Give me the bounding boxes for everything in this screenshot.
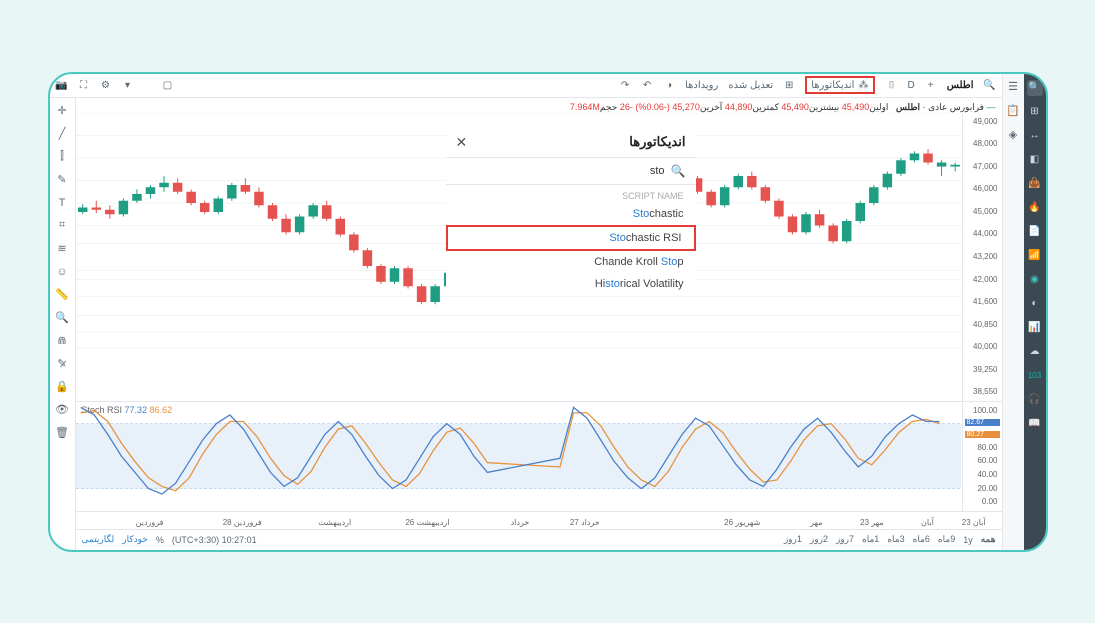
modal-search[interactable]: 🔍 xyxy=(446,158,696,185)
ruler-icon[interactable]: 📏 xyxy=(55,288,69,302)
adjusted-button[interactable]: تعدیل شده xyxy=(728,80,773,91)
rail-bag-icon[interactable]: 👜 xyxy=(1027,176,1043,192)
drawing-tools: ✛ ╱ ⫿ ✎ T ⌗ ≋ ☺ 📏 🔍 ⋒ ✎̷ 🔒 👁 🗑 xyxy=(50,98,76,550)
rail-signal-icon[interactable]: 📶 xyxy=(1027,248,1043,264)
rail-paper-icon[interactable]: 📄 xyxy=(1027,224,1043,240)
fullscreen-icon[interactable]: ⛶ xyxy=(78,79,90,91)
indicator-item[interactable]: Stochastic xyxy=(446,203,696,225)
indicator-item[interactable]: Chande Kroll Stop xyxy=(446,251,696,273)
fib-icon[interactable]: ⫿ xyxy=(55,150,69,164)
range-3ماه[interactable]: 3ماه xyxy=(887,534,904,545)
candle-icon[interactable]: ⌷ xyxy=(885,79,897,91)
symbol-name[interactable]: اطلس xyxy=(947,80,974,91)
app-rail: 🔍 ⊞ ↔ ◧ 👜 🔥 📄 📶 ◉ ◐ 📊 ☁ 103 🎧 📖 xyxy=(1024,74,1046,550)
text-icon[interactable]: T xyxy=(55,196,69,210)
rail-cloud-icon[interactable]: ☁ xyxy=(1027,344,1043,360)
events-button[interactable]: رویدادها xyxy=(685,80,718,91)
indicator-item[interactable]: Stochastic RSI xyxy=(446,225,696,251)
camera-icon[interactable]: 📷 xyxy=(56,79,68,91)
search-icon[interactable]: 🔍 xyxy=(984,79,996,91)
rail-chart-icon[interactable]: ◧ xyxy=(1027,152,1043,168)
range-buttons: همه 1y 9ماه 6ماه 3ماه 1ماه 7روز 2روز 1روز xyxy=(784,534,996,545)
smile-icon[interactable]: ☺ xyxy=(55,265,69,279)
undo-icon[interactable]: ↶ xyxy=(641,79,653,91)
panel-tabs: ☰ 📋 ◈ xyxy=(1002,74,1024,550)
panel-notes-icon[interactable]: 📋 xyxy=(1006,104,1020,118)
app-frame: 📷 ⛶ ⚙ ▾ ▢ ↷ ↶ ◑ رویدادها تعدیل شده ⊞ اند… xyxy=(48,72,1048,552)
topbar: 📷 ⛶ ⚙ ▾ ▢ ↷ ↶ ◑ رویدادها تعدیل شده ⊞ اند… xyxy=(50,74,1002,98)
search-input-icon: 🔍 xyxy=(671,164,686,178)
log-button[interactable]: لگاریتمی xyxy=(82,534,115,545)
stoch-panel[interactable]: Stoch RSI 77.32 86.62 100.0082.6780.2780… xyxy=(76,402,1002,512)
timezone[interactable]: (UTC+3:30) 10:27:01 xyxy=(172,535,257,545)
range-9ماه[interactable]: 9ماه xyxy=(938,534,955,545)
pct-button[interactable]: % xyxy=(156,535,164,545)
modal-title: اندیکاتورها xyxy=(629,134,685,150)
range-1روز[interactable]: 1روز xyxy=(784,534,802,545)
rail-fire-icon[interactable]: 🔥 xyxy=(1027,200,1043,216)
redo-icon[interactable]: ↷ xyxy=(619,79,631,91)
rail-phone-icon[interactable]: ◐ xyxy=(1027,296,1043,312)
modal-list: StochasticStochastic RSIChande Kroll Sto… xyxy=(446,203,696,295)
panel-list-icon[interactable]: ☰ xyxy=(1006,80,1020,94)
interval-button[interactable]: D xyxy=(907,80,914,91)
indicators-modal: ✕ اندیکاتورها 🔍 SCRIPT NAME StochasticSt… xyxy=(446,128,696,295)
pattern-icon[interactable]: ⌗ xyxy=(55,219,69,233)
brush-icon[interactable]: ✎ xyxy=(55,173,69,187)
grid-icon[interactable]: ⊞ xyxy=(783,79,795,91)
trash-icon[interactable]: 🗑 xyxy=(55,426,69,440)
range-2روز[interactable]: 2روز xyxy=(810,534,828,545)
rail-book-icon[interactable]: 📖 xyxy=(1027,416,1043,432)
crosshair-icon[interactable]: ✛ xyxy=(55,104,69,118)
topbar-right: ↷ ↶ ◑ رویدادها تعدیل شده ⊞ اندیکاتورها ⁂… xyxy=(619,76,995,94)
topbar-left: 📷 ⛶ ⚙ ▾ ▢ xyxy=(56,79,174,91)
time-axis: فروردین28 فروردیناردیبهشت26 اردیبهشتخردا… xyxy=(76,512,1002,530)
symbol-info: — فرابورس عادی · اطلس اولین45,490 بیشتری… xyxy=(76,98,1002,113)
panel-layers-icon[interactable]: ◈ xyxy=(1006,128,1020,142)
rail-grid-icon[interactable]: ⊞ xyxy=(1027,104,1043,120)
range-6ماه[interactable]: 6ماه xyxy=(913,534,930,545)
range-1y[interactable]: 1y xyxy=(963,535,973,545)
settings-icon[interactable]: ⚙ xyxy=(100,79,112,91)
range-7روز[interactable]: 7روز xyxy=(836,534,854,545)
bottombar: لگاریتمی خودکار % (UTC+3:30) 10:27:01 هم… xyxy=(76,530,1002,550)
indicator-item[interactable]: Historical Volatility xyxy=(446,273,696,295)
chart-area: ✛ ╱ ⫿ ✎ T ⌗ ≋ ☺ 📏 🔍 ⋒ ✎̷ 🔒 👁 🗑 — xyxy=(50,98,1002,550)
main-panel: 📷 ⛶ ⚙ ▾ ▢ ↷ ↶ ◑ رویدادها تعدیل شده ⊞ اند… xyxy=(50,74,1002,550)
range-1ماه[interactable]: 1ماه xyxy=(862,534,879,545)
rail-badge[interactable]: 103 xyxy=(1027,368,1043,384)
script-section-label: SCRIPT NAME xyxy=(446,185,696,203)
close-icon[interactable]: ✕ xyxy=(456,134,468,151)
auto-button[interactable]: خودکار xyxy=(122,534,148,545)
rail-tune-icon[interactable]: ◉ xyxy=(1027,272,1043,288)
zoom-icon[interactable]: 🔍 xyxy=(55,311,69,325)
indicators-button[interactable]: اندیکاتورها ⁂ xyxy=(805,76,875,94)
plus-icon[interactable]: + xyxy=(925,79,937,91)
search-input[interactable] xyxy=(605,165,665,177)
rail-help-icon[interactable]: 🎧 xyxy=(1027,392,1043,408)
rail-compare-icon[interactable]: ↔ xyxy=(1027,128,1043,144)
dropdown-icon[interactable]: ▾ xyxy=(122,79,134,91)
eye-icon[interactable]: 👁 xyxy=(55,403,69,417)
rail-search-icon[interactable]: 🔍 xyxy=(1027,80,1043,96)
help-icon[interactable]: ◑ xyxy=(663,79,675,91)
trend-icon[interactable]: ╱ xyxy=(55,127,69,141)
charts: — فرابورس عادی · اطلس اولین45,490 بیشتری… xyxy=(76,98,1002,550)
prediction-icon[interactable]: ≋ xyxy=(55,242,69,256)
lock-icon[interactable]: 🔒 xyxy=(55,380,69,394)
stoch-axis: 100.0082.6780.2780.0060.0040.0020.000.00 xyxy=(962,402,1002,511)
indicators-icon: ⁂ xyxy=(857,79,869,91)
rail-bar-icon[interactable]: 📊 xyxy=(1027,320,1043,336)
price-axis: 49,00048,00047,00046,00045,00044,00043,2… xyxy=(962,113,1002,401)
hide-icon[interactable]: ✎̷ xyxy=(55,357,69,371)
stoch-canvas xyxy=(76,402,962,510)
range-همه[interactable]: همه xyxy=(981,534,996,545)
magnet-icon[interactable]: ⋒ xyxy=(55,334,69,348)
layout-icon[interactable]: ▢ xyxy=(162,79,174,91)
